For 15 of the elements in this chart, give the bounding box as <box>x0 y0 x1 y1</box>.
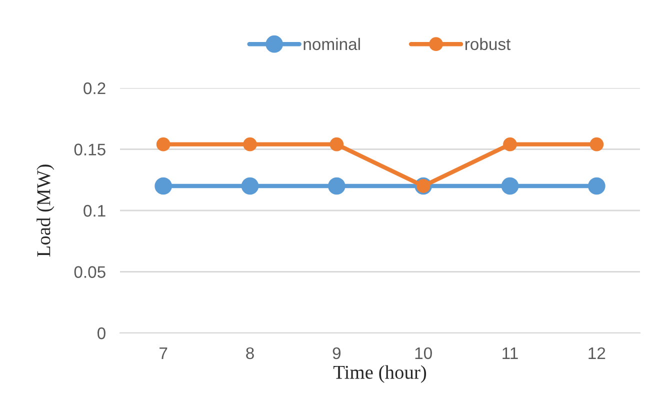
x-axis-title: Time (hour) <box>333 365 426 383</box>
y-tick-label: 0.2 <box>84 82 106 94</box>
x-tick-label: 7 <box>160 348 168 359</box>
legend-label: robust <box>465 38 511 50</box>
x-tick-label: 8 <box>246 347 254 360</box>
y-tick-label: 0.1 <box>84 204 106 217</box>
y-tick-label: 0 <box>97 327 106 340</box>
y-tick-label: 0.15 <box>74 144 106 156</box>
x-tick-label: 12 <box>588 347 606 359</box>
x-tick-label: 11 <box>502 348 518 359</box>
y-axis-title: Load (MW) <box>36 164 54 257</box>
x-tick-label: 9 <box>332 347 341 360</box>
legend-label: nominal <box>304 38 360 50</box>
x-tick-label: 10 <box>415 347 432 360</box>
y-tick-label: 0.05 <box>74 266 106 278</box>
